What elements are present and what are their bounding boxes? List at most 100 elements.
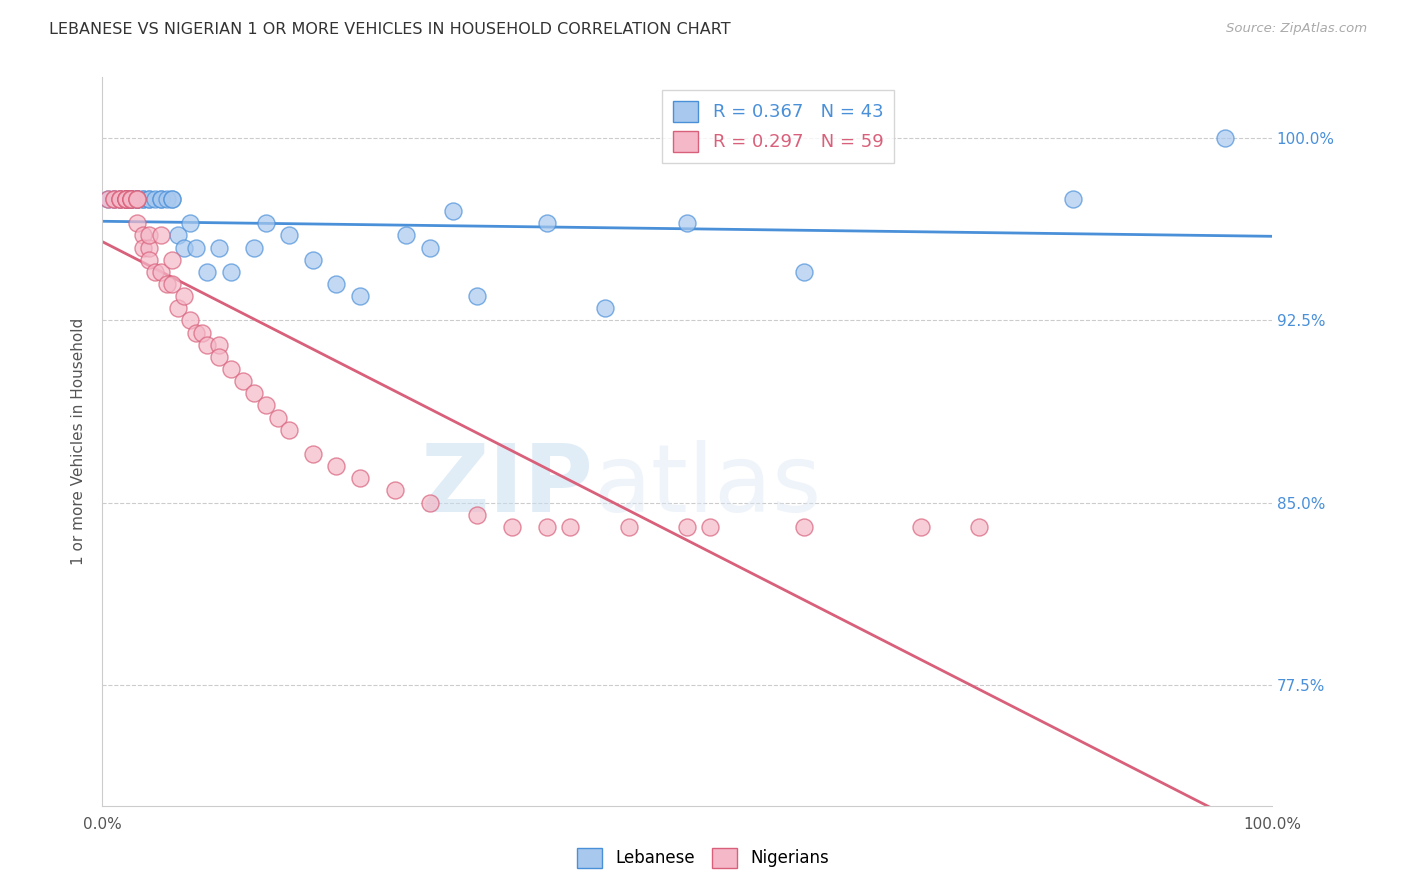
Point	[184, 326, 207, 340]
Point	[190, 326, 212, 340]
Point	[254, 399, 277, 413]
Point	[97, 192, 120, 206]
Point	[162, 192, 184, 206]
Point	[103, 192, 125, 206]
Point	[793, 265, 815, 279]
Point	[114, 192, 136, 206]
Point	[465, 508, 488, 522]
Point	[97, 192, 120, 206]
Point	[132, 240, 155, 254]
Point	[167, 301, 190, 316]
Point	[349, 471, 371, 485]
Point	[558, 520, 581, 534]
Point	[793, 520, 815, 534]
Point	[219, 362, 242, 376]
Point	[149, 265, 172, 279]
Point	[173, 289, 195, 303]
Point	[108, 192, 131, 206]
Point	[243, 240, 266, 254]
Point	[395, 228, 418, 243]
Point	[120, 192, 142, 206]
Point	[120, 192, 142, 206]
Point	[138, 240, 160, 254]
Point	[197, 337, 219, 351]
Point	[149, 192, 172, 206]
Point	[536, 520, 558, 534]
Point	[676, 216, 699, 230]
Point	[243, 386, 266, 401]
Y-axis label: 1 or more Vehicles in Household: 1 or more Vehicles in Household	[72, 318, 86, 566]
Point	[173, 240, 195, 254]
Point	[232, 374, 254, 388]
Point	[127, 216, 149, 230]
Point	[155, 192, 177, 206]
Point	[120, 192, 142, 206]
Point	[325, 277, 347, 291]
Point	[132, 228, 155, 243]
Point	[143, 192, 166, 206]
Point	[1062, 192, 1084, 206]
Point	[676, 520, 699, 534]
Point	[149, 228, 172, 243]
Text: LEBANESE VS NIGERIAN 1 OR MORE VEHICLES IN HOUSEHOLD CORRELATION CHART: LEBANESE VS NIGERIAN 1 OR MORE VEHICLES …	[49, 22, 731, 37]
Legend: R = 0.367   N = 43, R = 0.297   N = 59: R = 0.367 N = 43, R = 0.297 N = 59	[662, 90, 894, 162]
Point	[127, 192, 149, 206]
Point	[699, 520, 721, 534]
Point	[127, 192, 149, 206]
Point	[349, 289, 371, 303]
Point	[184, 240, 207, 254]
Text: Source: ZipAtlas.com: Source: ZipAtlas.com	[1226, 22, 1367, 36]
Point	[120, 192, 142, 206]
Point	[501, 520, 523, 534]
Point	[254, 216, 277, 230]
Point	[179, 216, 201, 230]
Point	[162, 192, 184, 206]
Point	[138, 192, 160, 206]
Point	[278, 228, 301, 243]
Point	[127, 192, 149, 206]
Point	[120, 192, 142, 206]
Point	[197, 265, 219, 279]
Point	[325, 459, 347, 474]
Point	[114, 192, 136, 206]
Point	[143, 265, 166, 279]
Point	[419, 240, 441, 254]
Text: atlas: atlas	[593, 440, 821, 532]
Point	[108, 192, 131, 206]
Point	[593, 301, 616, 316]
Point	[301, 447, 323, 461]
Point	[132, 192, 155, 206]
Point	[617, 520, 640, 534]
Point	[219, 265, 242, 279]
Point	[114, 192, 136, 206]
Point	[103, 192, 125, 206]
Point	[114, 192, 136, 206]
Point	[103, 192, 125, 206]
Point	[132, 192, 155, 206]
Point	[1213, 131, 1236, 145]
Point	[208, 240, 231, 254]
Point	[266, 410, 288, 425]
Point	[114, 192, 136, 206]
Point	[441, 204, 464, 219]
Point	[108, 192, 131, 206]
Point	[179, 313, 201, 327]
Point	[127, 192, 149, 206]
Point	[155, 277, 177, 291]
Point	[114, 192, 136, 206]
Point	[278, 423, 301, 437]
Point	[465, 289, 488, 303]
Point	[120, 192, 142, 206]
Point	[108, 192, 131, 206]
Text: ZIP: ZIP	[420, 440, 593, 532]
Point	[138, 228, 160, 243]
Point	[138, 252, 160, 267]
Point	[910, 520, 932, 534]
Point	[149, 192, 172, 206]
Point	[162, 252, 184, 267]
Point	[162, 277, 184, 291]
Point	[536, 216, 558, 230]
Point	[419, 495, 441, 509]
Point	[127, 192, 149, 206]
Point	[127, 192, 149, 206]
